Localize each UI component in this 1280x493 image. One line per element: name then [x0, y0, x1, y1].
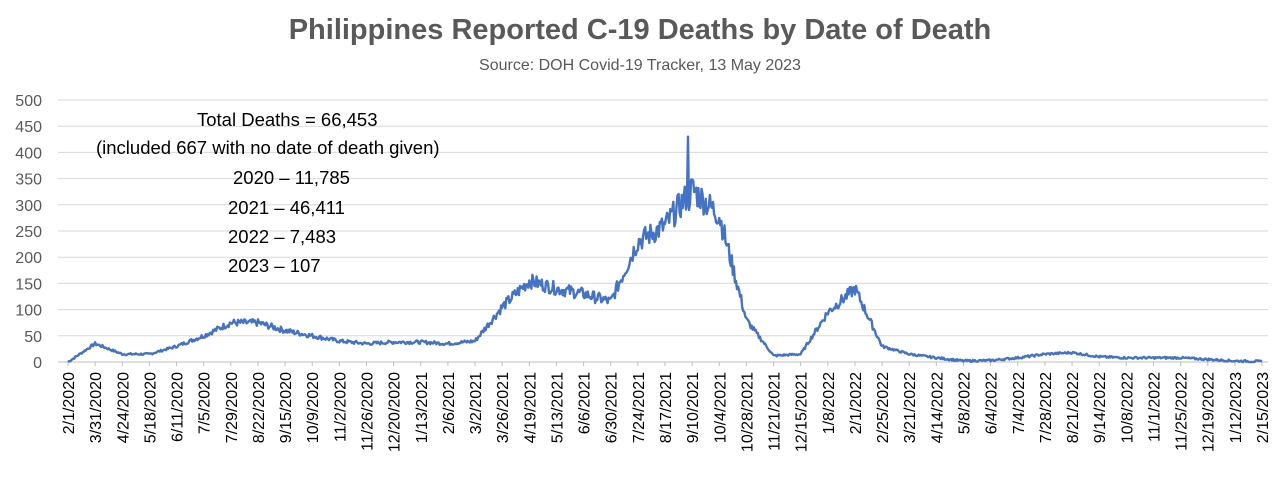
annotation-2022: 2022 – 7,483	[228, 226, 337, 247]
y-tick-label: 400	[15, 145, 42, 162]
annotation-no-date-note: (included 667 with no date of death give…	[96, 137, 440, 158]
x-tick-label: 7/4/2022	[1011, 372, 1028, 434]
y-tick-label: 450	[15, 119, 42, 136]
x-tick-label: 5/8/2022	[957, 372, 974, 434]
series	[67, 135, 1263, 364]
x-tick-label: 1/13/2021	[414, 372, 431, 443]
y-tick-label: 100	[15, 303, 42, 320]
x-tick-label: 10/9/2020	[305, 372, 322, 443]
x-tick-label: 2/15/2023	[1255, 372, 1272, 443]
x-tick-label: 10/28/2021	[739, 372, 756, 452]
x-tick-labels: 2/1/2020 3/31/2020 4/24/2020 5/18/2020 6/11/…	[61, 372, 1272, 452]
x-tick-label: 6/30/2021	[604, 372, 621, 443]
x-tick-label: 6/6/2021	[577, 372, 594, 434]
x-tick-label: 5/18/2020	[142, 372, 159, 443]
x-tick-label: 12/20/2020	[387, 372, 404, 452]
x-tick-label: 9/15/2020	[278, 372, 295, 443]
x-tick-label: 8/22/2020	[251, 372, 268, 443]
x-tick-label: 2/6/2021	[441, 372, 458, 434]
annotation-2021: 2021 – 46,411	[228, 197, 345, 218]
x-tick-label: 3/26/2021	[495, 372, 512, 443]
y-tick-label: 200	[15, 250, 42, 267]
x-tick-label: 10/8/2022	[1119, 372, 1136, 443]
y-tick-labels: 0 50 100 150 200 250 300 350 400 450 500	[15, 93, 42, 372]
x-tick-label: 8/21/2022	[1065, 372, 1082, 443]
x-tick-label: 12/15/2021	[794, 372, 811, 452]
x-tick-label: 7/29/2020	[224, 372, 241, 443]
x-tick-label: 3/2/2021	[468, 372, 485, 434]
annotation-total-deaths: Total Deaths = 66,453	[197, 109, 378, 130]
x-tick-label: 7/24/2021	[631, 372, 648, 443]
annotation-2023: 2023 – 107	[228, 255, 321, 276]
y-tick-label: 150	[15, 276, 42, 293]
x-tick-label: 11/25/2022	[1174, 372, 1191, 451]
x-tick-label: 4/24/2020	[115, 372, 132, 443]
x-tick-label: 4/14/2022	[929, 372, 946, 443]
chart-title: Philippines Reported C-19 Deaths by Date…	[288, 14, 992, 46]
x-tick-label: 9/14/2022	[1092, 372, 1109, 443]
x-tick-label: 11/2/2020	[332, 372, 349, 442]
x-tick-label: 8/17/2021	[658, 372, 675, 443]
x-tick-label: 11/1/2022	[1146, 372, 1163, 442]
x-tick-label: 1/12/2023	[1228, 372, 1245, 443]
x-tick-label: 1/8/2022	[821, 372, 838, 434]
y-tick-label: 500	[15, 93, 42, 110]
axes	[58, 361, 1268, 366]
x-tick-label: 10/4/2021	[712, 372, 729, 443]
x-tick-label: 9/10/2021	[685, 372, 702, 443]
x-tick-label: 7/5/2020	[197, 372, 214, 434]
x-tick-label: 12/19/2022	[1201, 372, 1218, 452]
x-tick-label: 7/28/2022	[1038, 372, 1055, 443]
gridlines	[58, 99, 1268, 337]
x-tick-label: 11/26/2020	[360, 372, 377, 451]
y-tick-label: 300	[15, 198, 42, 215]
x-tick-label: 2/25/2022	[875, 372, 892, 443]
annotation-2020: 2020 – 11,785	[233, 167, 350, 188]
y-tick-label: 350	[15, 172, 42, 189]
series-line-deaths	[67, 135, 1263, 364]
x-tick-label: 6/4/2022	[984, 372, 1001, 434]
x-tick-label: 3/31/2020	[88, 372, 105, 443]
x-tick-label: 2/1/2020	[61, 372, 78, 434]
y-tick-label: 250	[15, 224, 42, 241]
x-tick-label: 3/21/2022	[902, 372, 919, 443]
x-tick-label: 2/1/2022	[848, 372, 865, 434]
y-tick-label: 0	[33, 355, 42, 372]
x-tick-label: 5/13/2021	[549, 372, 566, 443]
chart-subtitle: Source: DOH Covid-19 Tracker, 13 May 202…	[479, 57, 801, 74]
x-tick-label: 11/21/2021	[767, 372, 784, 451]
x-tick-label: 4/19/2021	[522, 372, 539, 443]
x-tick-label: 6/11/2020	[170, 372, 187, 442]
y-tick-label: 50	[24, 329, 42, 346]
